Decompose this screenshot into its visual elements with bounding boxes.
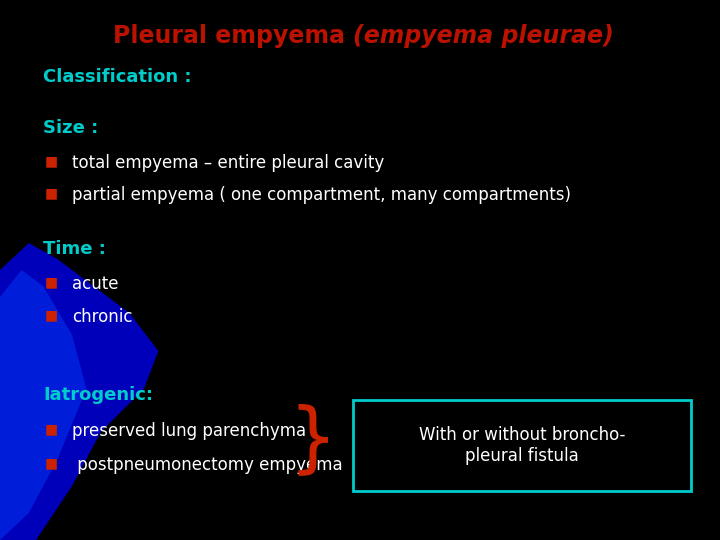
Text: acute: acute <box>72 275 119 293</box>
Text: ■: ■ <box>45 186 58 200</box>
Polygon shape <box>0 243 158 540</box>
Text: Size :: Size : <box>43 119 99 137</box>
Text: Iatrogenic:: Iatrogenic: <box>43 386 153 404</box>
Text: With or without broncho-
pleural fistula: With or without broncho- pleural fistula <box>419 426 625 465</box>
Text: preserved lung parenchyma: preserved lung parenchyma <box>72 422 306 440</box>
FancyBboxPatch shape <box>353 400 691 491</box>
Text: Pleural empyema: Pleural empyema <box>112 24 353 48</box>
Text: total empyema – entire pleural cavity: total empyema – entire pleural cavity <box>72 154 384 172</box>
Text: ■: ■ <box>45 154 58 168</box>
Text: ■: ■ <box>45 275 58 289</box>
Text: partial empyema ( one compartment, many compartments): partial empyema ( one compartment, many … <box>72 186 571 204</box>
Text: (empyema pleurae): (empyema pleurae) <box>353 24 613 48</box>
Text: ■: ■ <box>45 456 58 470</box>
Polygon shape <box>0 270 86 540</box>
Text: chronic: chronic <box>72 308 132 326</box>
Text: ■: ■ <box>45 422 58 436</box>
Text: }: } <box>289 403 338 477</box>
Text: postpneumonectomy empyema: postpneumonectomy empyema <box>72 456 343 474</box>
Text: Classification :: Classification : <box>43 68 192 85</box>
Text: ■: ■ <box>45 308 58 322</box>
Text: Time :: Time : <box>43 240 106 258</box>
